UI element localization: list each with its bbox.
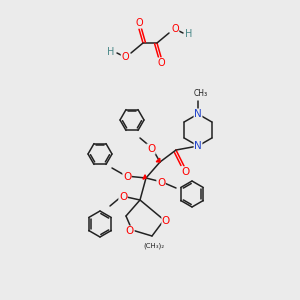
Text: O: O [171,24,179,34]
Text: O: O [126,226,134,236]
Text: O: O [182,167,190,177]
Text: H: H [107,47,115,57]
Text: O: O [157,178,165,188]
Polygon shape [143,175,146,179]
Text: N: N [194,109,202,119]
Text: O: O [162,216,170,226]
Text: O: O [123,172,131,182]
Text: O: O [121,52,129,62]
Text: O: O [147,144,155,154]
Text: N: N [194,141,202,151]
Text: O: O [119,192,127,202]
Text: O: O [157,58,165,68]
Polygon shape [156,158,160,162]
Text: CH₃: CH₃ [194,89,208,98]
Text: H: H [185,29,193,39]
Text: O: O [135,18,143,28]
Text: (CH₃)₂: (CH₃)₂ [143,243,165,249]
